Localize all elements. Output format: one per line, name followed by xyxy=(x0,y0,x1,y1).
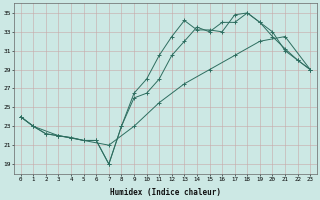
X-axis label: Humidex (Indice chaleur): Humidex (Indice chaleur) xyxy=(110,188,221,197)
